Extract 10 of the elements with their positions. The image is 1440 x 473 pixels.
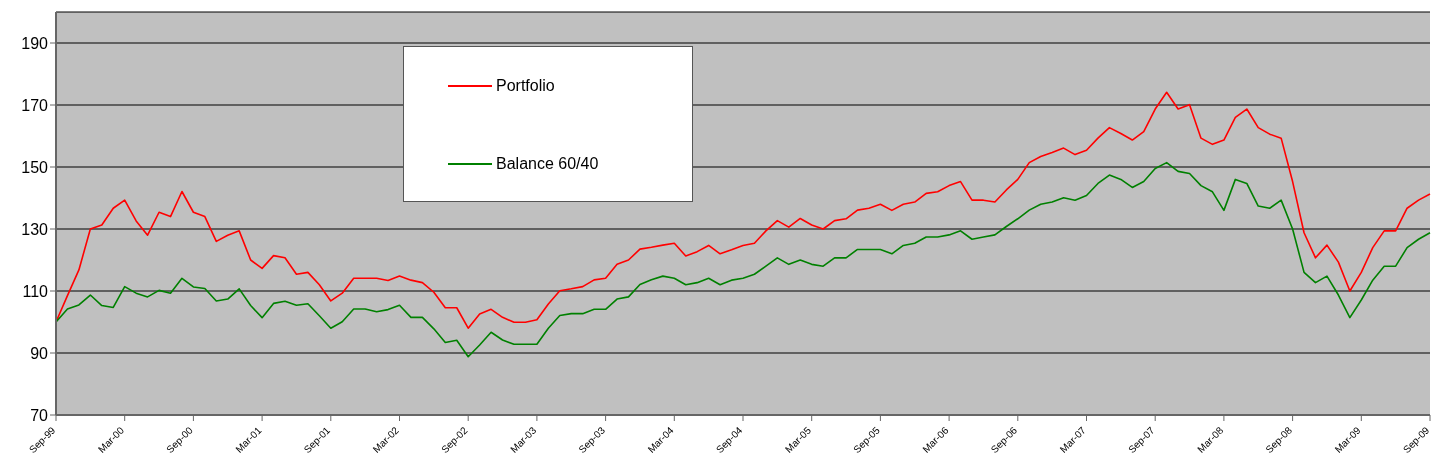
y-tick-label: 70 bbox=[30, 406, 49, 424]
y-tick-label: 190 bbox=[21, 34, 49, 52]
line-series bbox=[55, 91, 1431, 329]
y-tick-label: 150 bbox=[21, 158, 49, 176]
legend-label: Portfolio bbox=[496, 77, 555, 95]
y-tick-label: 170 bbox=[21, 96, 49, 114]
legend-label: Balance 60/40 bbox=[496, 155, 599, 173]
y-tick-label: 90 bbox=[30, 344, 49, 362]
y-tick-label: 130 bbox=[21, 220, 49, 238]
y-tick-label: 110 bbox=[22, 282, 49, 300]
